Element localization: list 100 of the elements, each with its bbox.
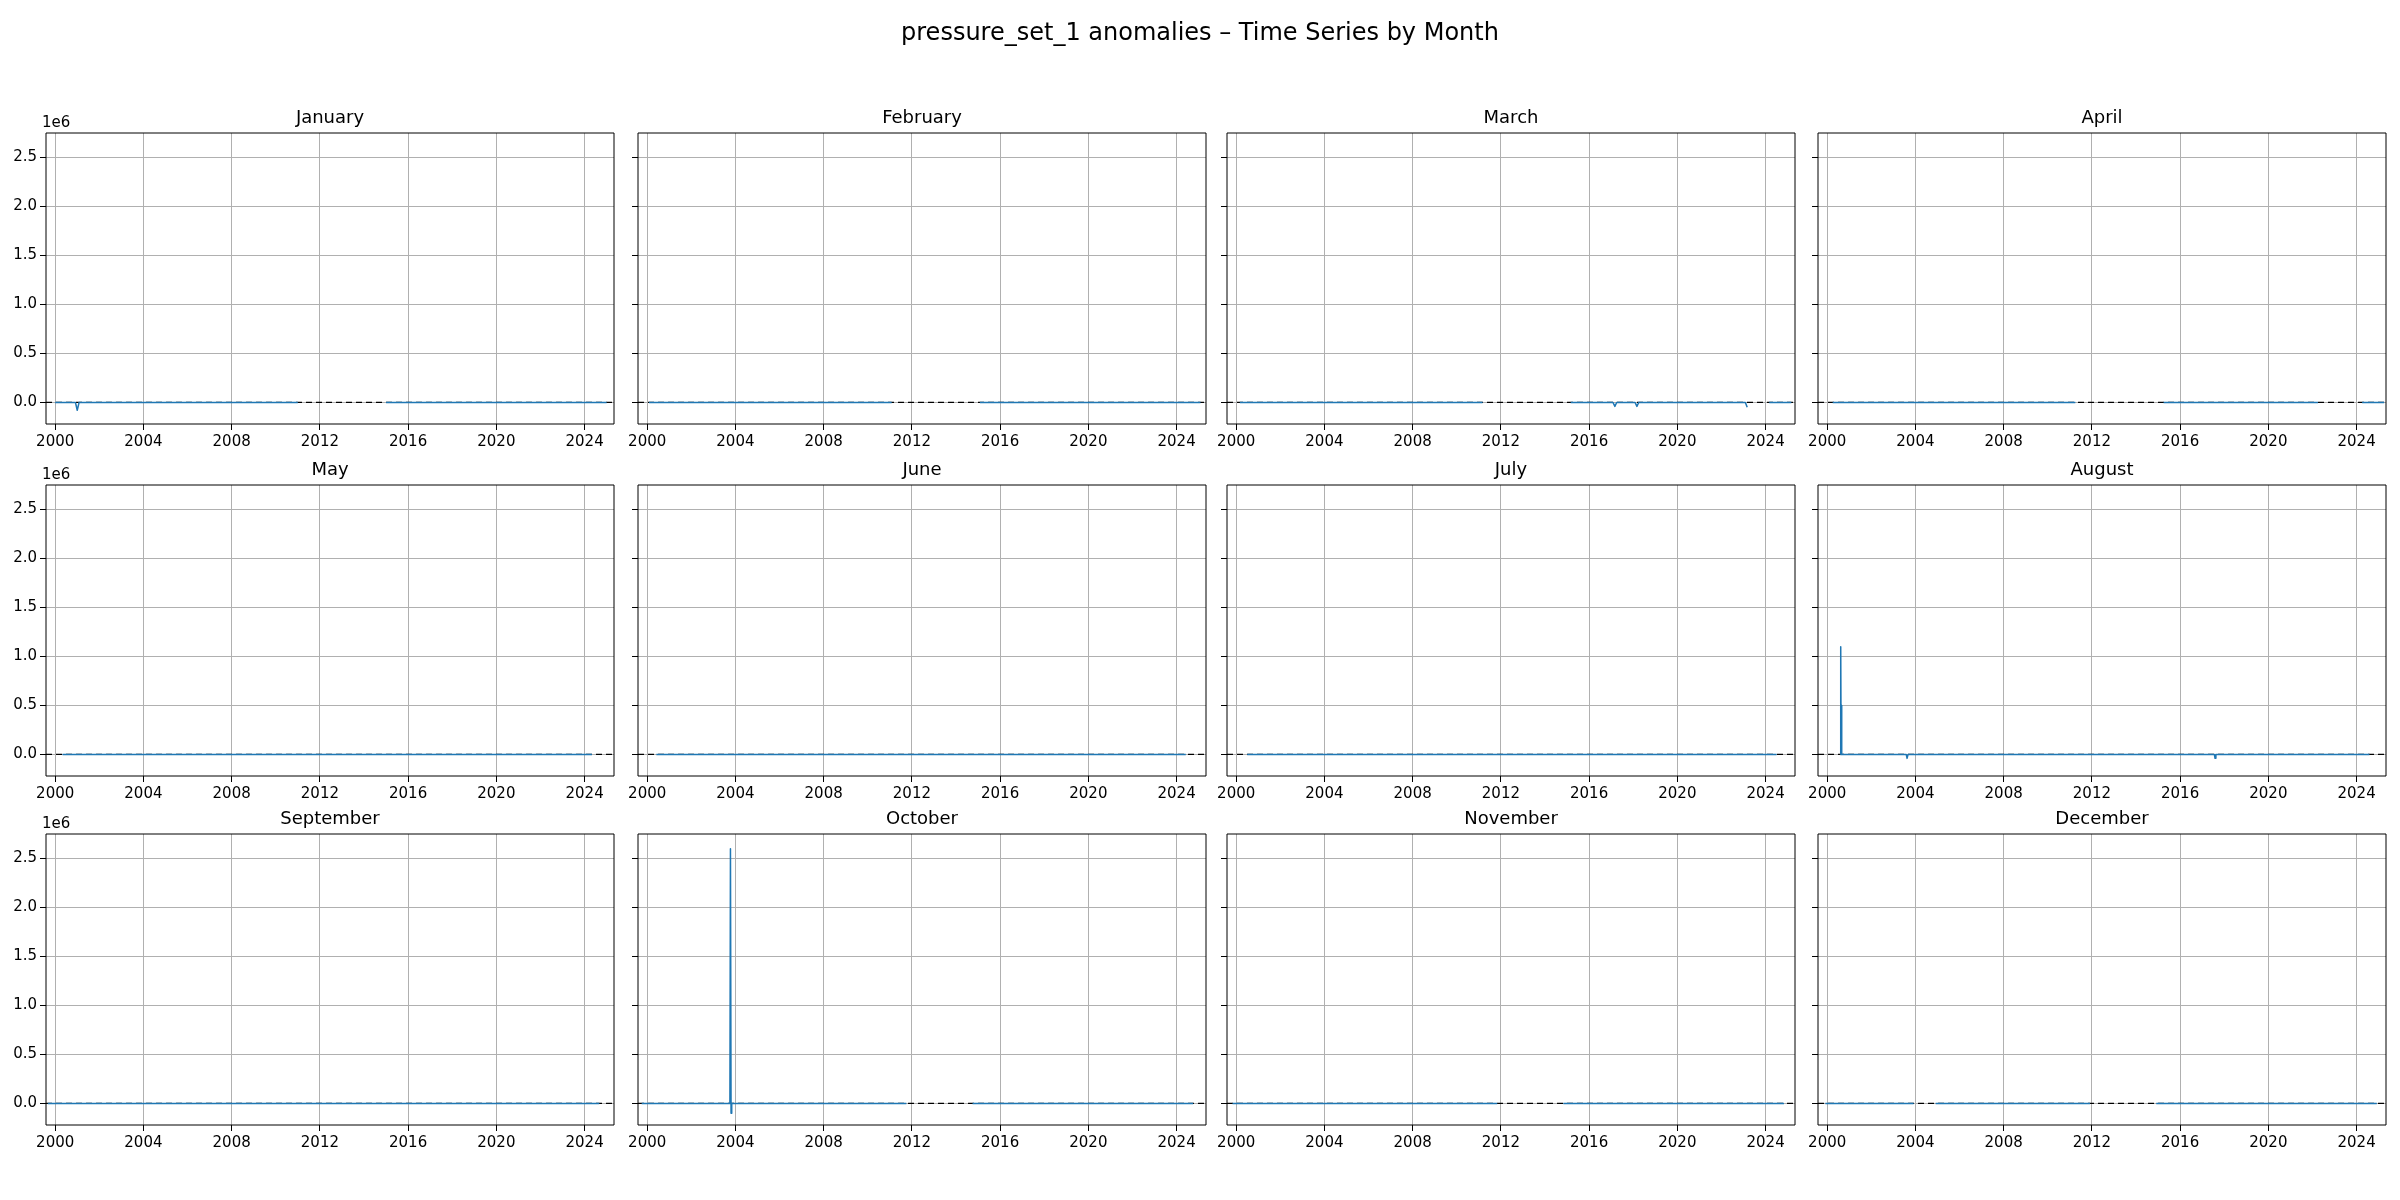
x-tick-label: 2004 (1896, 1132, 1935, 1151)
x-tick-label: 2012 (2072, 783, 2111, 802)
x-tick-label: 2004 (1896, 783, 1935, 802)
x-tick-label: 2016 (2161, 431, 2200, 450)
y-tick-label: 1.5 (13, 597, 37, 616)
x-tick-label: 2008 (212, 431, 251, 450)
y-tick-label: 0.0 (13, 1093, 37, 1112)
x-tick-label: 2016 (389, 1132, 428, 1151)
chart-title: August (2070, 457, 2134, 479)
x-tick-label: 2024 (2337, 431, 2376, 450)
x-tick-label: 2012 (300, 1132, 339, 1151)
y-tick-label: 0.5 (13, 343, 37, 362)
x-tick-label: 2012 (1481, 783, 1520, 802)
y-tick-label: 1.5 (13, 946, 37, 965)
y-tick-label: 0.0 (13, 392, 37, 411)
x-tick-label: 2000 (628, 431, 667, 450)
x-tick-label: 2016 (1570, 431, 1609, 450)
x-tick-label: 2024 (1157, 1132, 1196, 1151)
x-tick-label: 2008 (1393, 431, 1432, 450)
x-tick-label: 2016 (981, 783, 1020, 802)
x-tick-label: 2012 (300, 783, 339, 802)
x-tick-label: 2004 (716, 431, 755, 450)
x-tick-label: 2004 (1305, 1132, 1344, 1151)
x-tick-label: 2004 (716, 1132, 755, 1151)
y-tick-label: 2.0 (13, 548, 37, 567)
x-tick-label: 2012 (892, 1132, 931, 1151)
text: pressure_set_1 anomalies – Time Series by Month (900, 18, 1500, 46)
text: 1e6 (42, 465, 71, 484)
y-tick-label: 1.5 (13, 245, 37, 264)
y-tick-label: 0.0 (13, 744, 37, 763)
x-tick-label: 2020 (2249, 1132, 2288, 1151)
x-tick-label: 2004 (1305, 783, 1344, 802)
y-tick-label: 2.5 (13, 147, 37, 166)
x-tick-label: 2000 (1808, 1132, 1847, 1151)
x-tick-label: 2020 (1069, 783, 1108, 802)
x-tick-label: 2000 (1217, 431, 1256, 450)
x-tick-label: 2016 (389, 783, 428, 802)
y-tick-label: 2.5 (13, 499, 37, 518)
x-tick-label: 2020 (477, 783, 516, 802)
chart-title: November (1464, 806, 1559, 828)
x-tick-label: 2016 (981, 431, 1020, 450)
text: 1e6 (42, 113, 71, 132)
y-tick-label: 0.5 (13, 695, 37, 714)
x-tick-label: 2020 (1658, 1132, 1697, 1151)
x-tick-label: 2000 (1217, 783, 1256, 802)
x-tick-label: 2000 (1808, 783, 1847, 802)
x-tick-label: 2024 (1746, 783, 1785, 802)
x-tick-label: 2012 (892, 783, 931, 802)
x-tick-label: 2016 (1570, 783, 1609, 802)
x-tick-label: 2004 (716, 783, 755, 802)
chart-title: July (1493, 457, 1528, 479)
y-tick-label: 1.0 (13, 294, 37, 313)
x-tick-label: 2016 (2161, 1132, 2200, 1151)
y-tick-label: 2.0 (13, 897, 37, 916)
x-tick-label: 2020 (1069, 431, 1108, 450)
x-tick-label: 2024 (565, 783, 604, 802)
x-tick-label: 2020 (477, 431, 516, 450)
x-tick-label: 2024 (1157, 431, 1196, 450)
chart-title: January (294, 105, 365, 127)
y-tick-label: 2.0 (13, 196, 37, 215)
chart-title: June (901, 457, 942, 479)
chart-title: October (885, 806, 959, 828)
x-tick-label: 2008 (1393, 783, 1432, 802)
x-tick-label: 2024 (565, 1132, 604, 1151)
y-tick-label: 1.0 (13, 646, 37, 665)
chart-title: September (280, 806, 381, 828)
x-tick-label: 2024 (2337, 1132, 2376, 1151)
x-tick-label: 2008 (804, 1132, 843, 1151)
x-tick-label: 2012 (2072, 431, 2111, 450)
x-tick-label: 2004 (124, 1132, 163, 1151)
x-tick-label: 2020 (1658, 431, 1697, 450)
x-tick-label: 2012 (892, 431, 931, 450)
x-tick-label: 2012 (2072, 1132, 2111, 1151)
text: 1e6 (42, 814, 71, 833)
x-tick-label: 2020 (477, 1132, 516, 1151)
x-tick-label: 2008 (1984, 783, 2023, 802)
chart-title: December (2055, 806, 2150, 828)
x-tick-label: 2024 (1746, 1132, 1785, 1151)
x-tick-label: 2008 (1393, 1132, 1432, 1151)
x-tick-label: 2000 (1808, 431, 1847, 450)
x-tick-label: 2020 (1069, 1132, 1108, 1151)
x-tick-label: 2016 (389, 431, 428, 450)
x-tick-label: 2008 (804, 783, 843, 802)
x-tick-label: 2000 (36, 1132, 75, 1151)
x-tick-label: 2020 (2249, 783, 2288, 802)
chart-title: February (882, 105, 963, 127)
x-tick-label: 2012 (1481, 1132, 1520, 1151)
y-tick-label: 2.5 (13, 848, 37, 867)
x-tick-label: 2008 (804, 431, 843, 450)
x-tick-label: 2004 (1896, 431, 1935, 450)
x-tick-label: 2016 (1570, 1132, 1609, 1151)
x-tick-label: 2008 (1984, 1132, 2023, 1151)
chart-title: March (1483, 105, 1539, 127)
x-tick-label: 2008 (1984, 431, 2023, 450)
x-tick-label: 2016 (2161, 783, 2200, 802)
y-tick-label: 1.0 (13, 995, 37, 1014)
x-tick-label: 2024 (1157, 783, 1196, 802)
x-tick-label: 2024 (2337, 783, 2376, 802)
x-tick-label: 2024 (565, 431, 604, 450)
x-tick-label: 2012 (1481, 431, 1520, 450)
